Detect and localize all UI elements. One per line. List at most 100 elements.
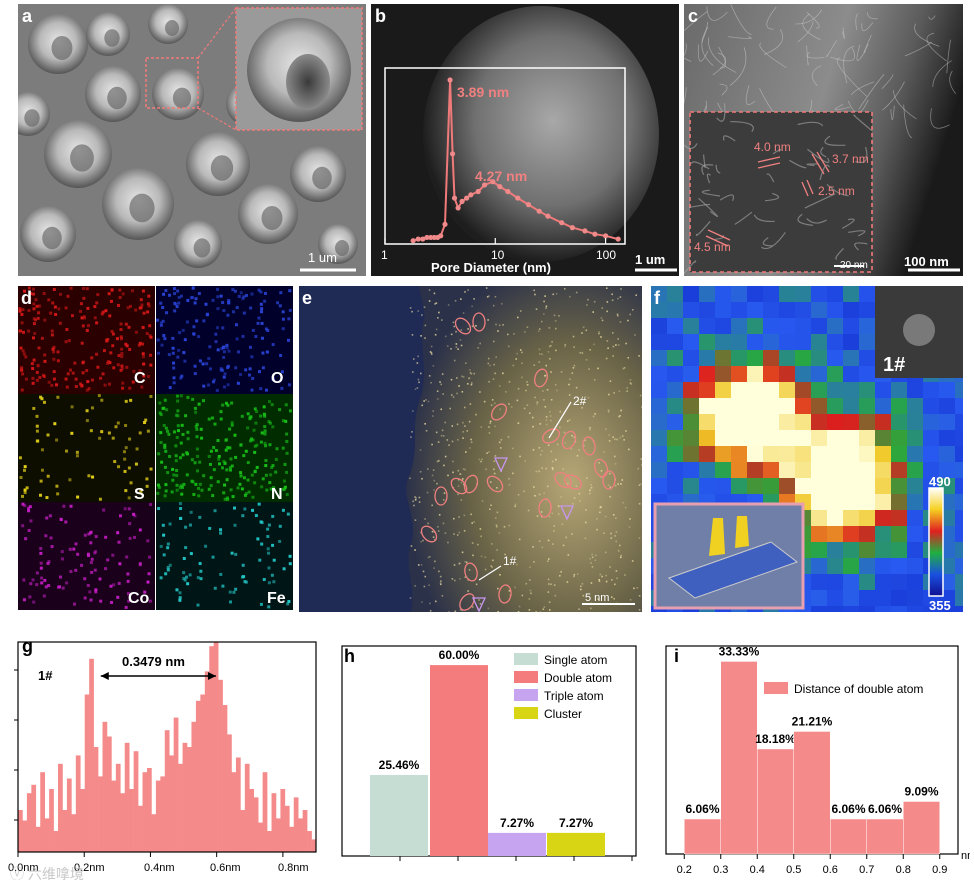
eds-pixel [222,375,226,379]
heatmap-cell [907,526,923,542]
eds-pixel [127,325,131,329]
eds-pixel [131,289,135,293]
eds-pixel [73,361,77,365]
atom-speckle [640,464,642,466]
heatmap-cell [955,558,963,574]
eds-pixel [145,484,149,488]
atom-speckle [564,442,566,444]
eds-pixel [133,514,137,518]
eds-pixel [64,306,68,310]
eds-pixel [178,331,182,335]
eds-pixel [288,409,292,413]
eds-pixel [226,313,230,317]
atom-speckle [457,485,460,487]
heatmap-cell [715,382,731,398]
x-tick-label: 0.9 [932,864,947,876]
atom-speckle [599,573,602,576]
inset-fiber [820,146,827,158]
eds-label-fe: Fe [267,590,286,607]
atom-speckle [572,367,575,369]
atom-speckle [518,538,521,541]
eds-pixel [230,401,234,405]
eds-pixel [176,414,180,418]
heatmap-cell [683,478,699,494]
inset-fiber [715,164,721,174]
atom-speckle [548,609,551,611]
eds-pixel [199,427,203,431]
atom-speckle [422,570,425,573]
eds-pixel [250,355,254,359]
heatmap-cell [699,430,715,446]
atom-speckle [447,304,450,306]
eds-pixel [159,321,163,325]
eds-pixel [261,366,265,370]
inset-fiber [690,161,710,170]
eds-pixel [113,460,117,464]
eds-pixel [128,437,132,441]
eds-pixel [55,484,59,488]
atom-speckle [553,584,556,586]
eds-pixel [239,373,243,377]
bar-value-label: 18.18% [755,732,796,746]
eds-pixel [68,368,72,372]
heatmap-cell [811,462,827,478]
panel-g-xtick-0: 0.0nm [8,862,39,874]
atom-speckle [441,373,444,375]
atom-speckle [586,477,588,479]
double-atom-marker [490,403,508,421]
atom-speckle [635,294,638,297]
eds-pixel [157,483,161,487]
eds-pixel [266,328,270,332]
atom-speckle [508,590,511,592]
eds-pixel [208,345,212,349]
eds-pixel [270,466,274,470]
eds-pixel [261,336,265,340]
fiber [701,26,714,67]
eds-pixel [278,539,282,543]
eds-pixel [174,459,178,463]
eds-pixel [234,587,238,591]
eds-pixel [200,436,204,440]
heatmap-cell [843,606,859,612]
heatmap-cell [795,382,811,398]
eds-pixel [94,588,98,592]
eds-pixel [119,322,123,326]
atom-speckle [612,436,614,439]
eds-pixel [123,469,127,473]
atom-speckle [537,330,540,333]
eds-pixel [259,602,263,606]
heatmap-cell [859,462,875,478]
eds-pixel [228,427,232,431]
eds-pixel [251,508,255,512]
eds-pixel [125,555,129,559]
atom-speckle [417,564,420,566]
eds-pixel [129,398,133,402]
eds-pixel [238,482,242,486]
eds-pixel [281,508,285,512]
atom-speckle [604,515,607,518]
eds-pixel [109,584,113,588]
profile-bar [84,694,90,852]
eds-pixel [225,346,229,350]
eds-pixel [231,288,235,292]
eds-pixel [212,378,216,382]
heatmap-cell [827,446,843,462]
eds-pixel [86,380,90,384]
eds-pixel [147,572,151,576]
eds-pixel [112,583,116,587]
eds-pixel [87,474,91,478]
eds-pixel [270,403,274,407]
atom-speckle [611,293,613,296]
eds-pixel [275,447,279,451]
eds-pixel [198,482,202,486]
atom-speckle [590,607,592,610]
eds-pixel [193,364,197,368]
heatmap-cell [875,526,891,542]
eds-pixel [148,334,152,338]
atom-speckle [452,460,454,463]
eds-label-s: S [134,486,145,503]
atom-speckle [434,560,436,563]
atom-speckle [543,399,545,401]
eds-pixel [148,324,152,328]
eds-pixel [213,586,217,590]
